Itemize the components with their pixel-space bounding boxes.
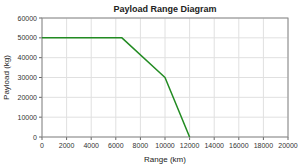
x-tick-label: 0 [40,142,44,149]
x-tick-label: 6000 [108,142,124,149]
chart: 0 2000 4000 6000 8000 10000 12000 14000 16000 180… [0,0,301,167]
chart-container: 0 2000 4000 6000 8000 10000 12000 14000 16000 180… [0,0,301,167]
x-tick-label: 12000 [180,142,200,149]
grid-line-y [42,97,288,98]
grid-line-y [42,57,288,58]
x-tick-label: 20000 [278,142,298,149]
data [42,38,190,137]
grid-line-y [42,117,288,118]
line [42,38,190,137]
y-tick-label: 50000 [18,34,38,41]
x-tick-label: 10000 [155,142,175,149]
y-tick-label: 40000 [18,54,38,61]
y-axis-label: Payload (kg) [2,55,11,100]
x-tick-label: 16000 [229,142,249,149]
title: Payload Range Diagram [113,4,216,14]
x-tick-label: 18000 [254,142,274,149]
y-tick-label: 20000 [18,94,38,101]
y-tick-label: 10000 [18,114,38,121]
y-tick-label: 0 [33,134,37,141]
plot-frame [42,18,288,137]
axes: 0 2000 4000 6000 8000 10000 12000 14000 16000 180… [18,15,298,150]
x-tick-label: 2000 [59,142,75,149]
x-tick-label: 8000 [133,142,149,149]
plot-area [42,18,288,137]
x-tick-label: 14000 [204,142,224,149]
x-axis-label: Range (km) [144,155,186,164]
y-tick-label: 30000 [18,74,38,81]
grid [42,18,288,137]
y-tick-label: 60000 [18,15,38,22]
x-tick-label: 4000 [83,142,99,149]
